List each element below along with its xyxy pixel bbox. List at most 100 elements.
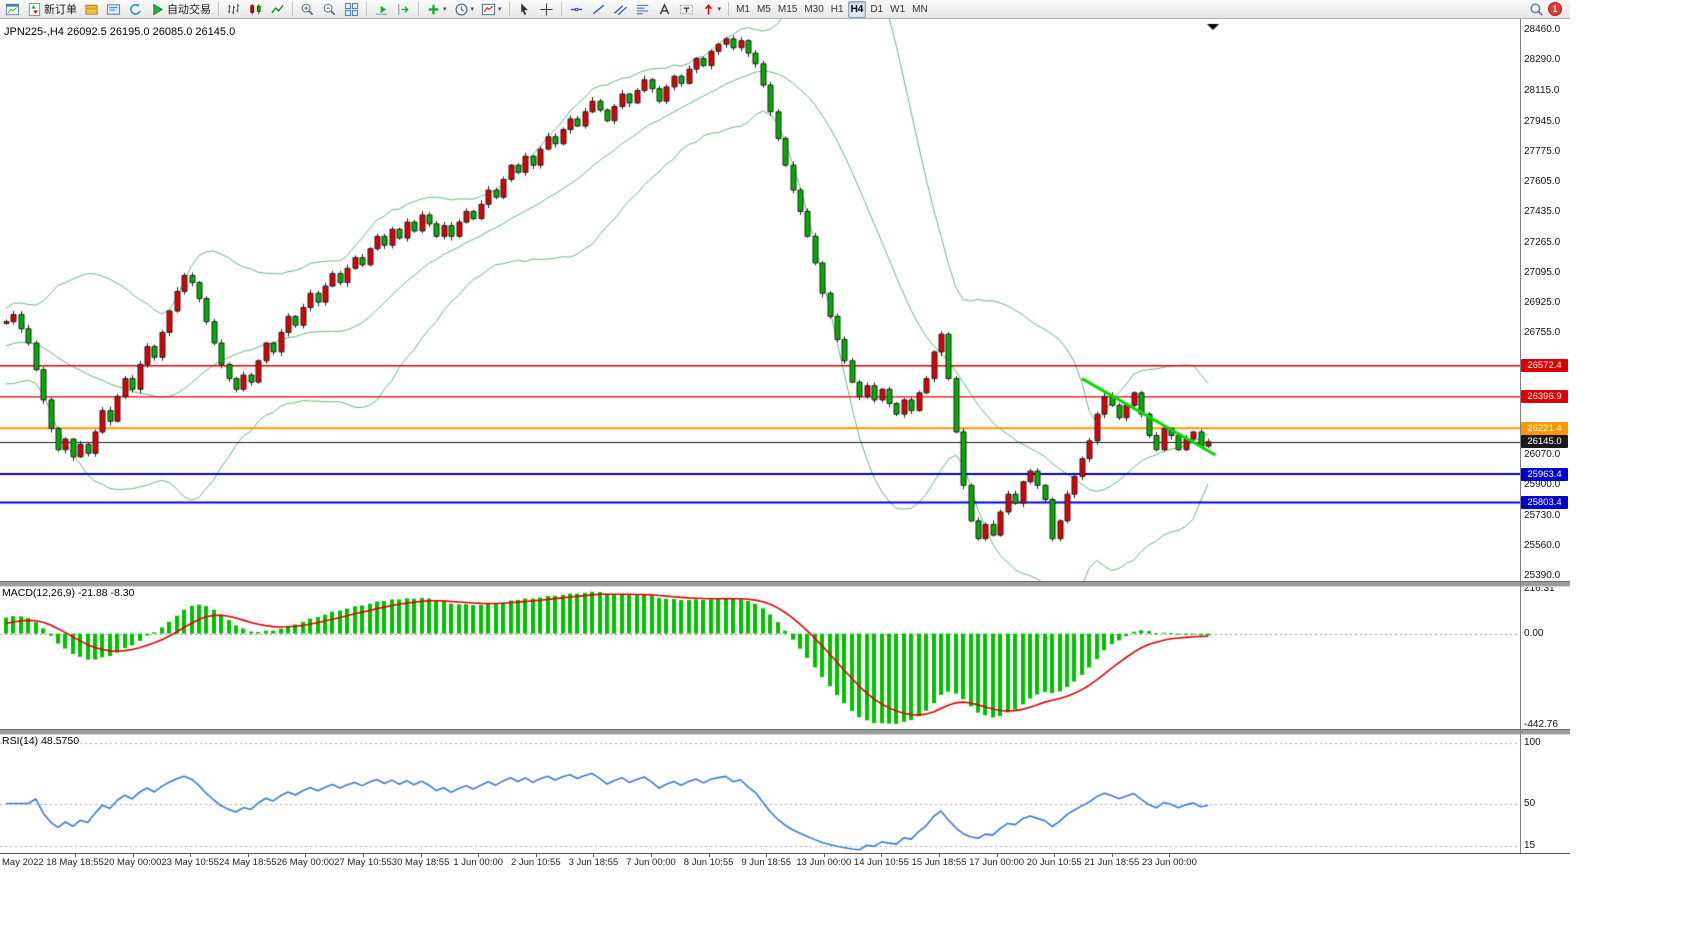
horizontal-line-button[interactable] — [566, 1, 587, 18]
text-button[interactable] — [654, 1, 675, 18]
timeframe-mn-button[interactable]: MN — [909, 1, 931, 18]
notifications-badge[interactable]: 1 — [1548, 2, 1562, 16]
price-level-tag: 26145.0 — [1521, 435, 1568, 449]
data-window-button[interactable] — [103, 1, 124, 18]
new-order-button[interactable]: 新订单 — [24, 1, 80, 18]
timeframe-h1-button[interactable]: H1 — [828, 1, 847, 18]
search-button[interactable] — [1526, 1, 1547, 18]
timeframe-h4-button[interactable]: H4 — [847, 0, 867, 18]
cursor-button[interactable] — [514, 1, 535, 18]
time-axis-tick — [132, 853, 134, 857]
candles-icon — [248, 2, 263, 17]
new-chart-button[interactable] — [2, 1, 23, 18]
zoom-out-button[interactable] — [319, 1, 340, 18]
toolbar-separator — [560, 2, 562, 16]
price-tick-label: 27775.0 — [1524, 145, 1561, 157]
line-chart-button[interactable] — [267, 1, 288, 18]
timeframe-m15-button[interactable]: M15 — [775, 1, 800, 18]
macd-tick-label: 216.31 — [1524, 583, 1555, 594]
price-tick-label: 25560.0 — [1524, 539, 1561, 551]
time-axis-tick — [305, 853, 307, 857]
time-axis-label: 30 May 18:55 — [391, 857, 450, 868]
arrows-icon — [701, 2, 716, 17]
tile-icon — [344, 2, 359, 17]
price-tick-label: 26755.0 — [1524, 327, 1561, 339]
time-axis-tick — [996, 853, 998, 857]
time-axis-label: 14 Jun 10:55 — [853, 857, 909, 868]
timeframe-w1-button[interactable]: W1 — [887, 1, 908, 18]
chart-canvas[interactable] — [0, 19, 1520, 853]
time-axis-label: 15 Jun 18:55 — [911, 857, 967, 868]
time-axis-tick — [420, 853, 422, 857]
tile-windows-button[interactable] — [341, 1, 362, 18]
fibo-icon — [635, 2, 650, 17]
timeframe-m1-button[interactable]: M1 — [733, 1, 753, 18]
time-axis-tick — [708, 853, 710, 857]
price-level-tag: 26221.4 — [1521, 421, 1568, 435]
candlestick-chart-button[interactable] — [245, 1, 266, 18]
chart-shift-button[interactable] — [393, 1, 414, 18]
toolbar-separator — [218, 2, 219, 16]
toolbar-separator — [508, 2, 510, 16]
time-axis-tick — [651, 853, 652, 857]
time-axis-label: 1 Jun 00:00 — [453, 857, 504, 868]
crosshair-button[interactable] — [536, 1, 557, 18]
time-axis-tick — [766, 853, 768, 857]
time-axis-tick — [535, 853, 537, 857]
timeframe-m5-button[interactable]: M5 — [754, 1, 774, 18]
chevron-down-icon: ▾ — [717, 5, 722, 13]
time-axis-label: 23 May 10:55 — [161, 857, 219, 868]
magnifier-icon — [1529, 2, 1544, 17]
auto-trading-button[interactable]: 自动交易 — [147, 1, 214, 18]
auto-scroll-button[interactable] — [371, 1, 392, 18]
text-label-button[interactable] — [676, 1, 697, 18]
time-axis-label: 26 May 00:00 — [276, 857, 335, 868]
time-axis-tick — [1054, 853, 1056, 857]
rsi-tick-label: 15 — [1524, 839, 1536, 851]
button-label: 新订单 — [44, 4, 77, 16]
price-level-tag: 25963.4 — [1521, 467, 1568, 481]
price-tick-label: 26070.0 — [1524, 449, 1561, 461]
hline-icon — [569, 2, 584, 17]
add-indicator-button[interactable]: ▾ — [423, 1, 450, 18]
zoom-in-button[interactable] — [297, 1, 318, 18]
time-axis-tick — [881, 853, 883, 857]
timeframe-label: M30 — [804, 3, 824, 15]
rsi-label: RSI(14) 48.5750 — [2, 735, 80, 747]
templates-button[interactable]: ▾ — [478, 1, 505, 18]
chevron-down-icon: ▾ — [443, 5, 447, 13]
time-axis-label: 8 Jun 10:55 — [683, 857, 734, 868]
market-watch-button[interactable] — [81, 1, 102, 18]
clock-icon — [454, 2, 469, 17]
fibonacci-button[interactable] — [632, 1, 653, 18]
time-axis-tick — [593, 853, 595, 857]
arrows-button[interactable]: ▾ — [698, 1, 725, 18]
panel-separator[interactable] — [0, 729, 1570, 735]
chevron-down-icon: ▾ — [498, 5, 502, 13]
price-level-tag: 26396.9 — [1521, 390, 1568, 404]
time-axis-line — [0, 853, 1570, 854]
price-tick-label: 28115.0 — [1524, 85, 1560, 97]
timeframe-m30-button[interactable]: M30 — [801, 1, 826, 18]
box-icon — [84, 2, 99, 17]
bar-chart-button[interactable] — [223, 1, 244, 18]
timeframe-d1-button[interactable]: D1 — [867, 1, 886, 18]
new-order-icon — [27, 2, 42, 17]
trendline-button[interactable] — [588, 1, 609, 18]
time-axis-tick — [247, 853, 249, 857]
periods-menu-button[interactable]: ▾ — [451, 1, 478, 18]
panel-separator[interactable] — [0, 581, 1570, 587]
price-tick-label: 25730.0 — [1524, 509, 1561, 521]
time-axis-tick — [363, 853, 364, 857]
refresh-button[interactable] — [125, 1, 146, 18]
toolbar: 新订单 自动交易 ▾ ▾ ▾ ▾ M1 M5 M15 M30 H1 H4 D1 W1 MN 1 — [0, 0, 1570, 19]
time-axis-label: 9 Jun 18:55 — [741, 857, 792, 868]
price-tick-label: 28290.0 — [1524, 54, 1561, 66]
time-axis-label: May 2022 — [2, 857, 44, 868]
bars-icon — [226, 2, 241, 17]
time-axis-label: 27 May 10:55 — [334, 857, 392, 868]
toolbar-separator — [366, 2, 367, 16]
toolbar-separator — [292, 2, 293, 16]
price-tick-label: 28460.0 — [1524, 24, 1561, 35]
equidistant-channel-button[interactable] — [610, 1, 631, 18]
